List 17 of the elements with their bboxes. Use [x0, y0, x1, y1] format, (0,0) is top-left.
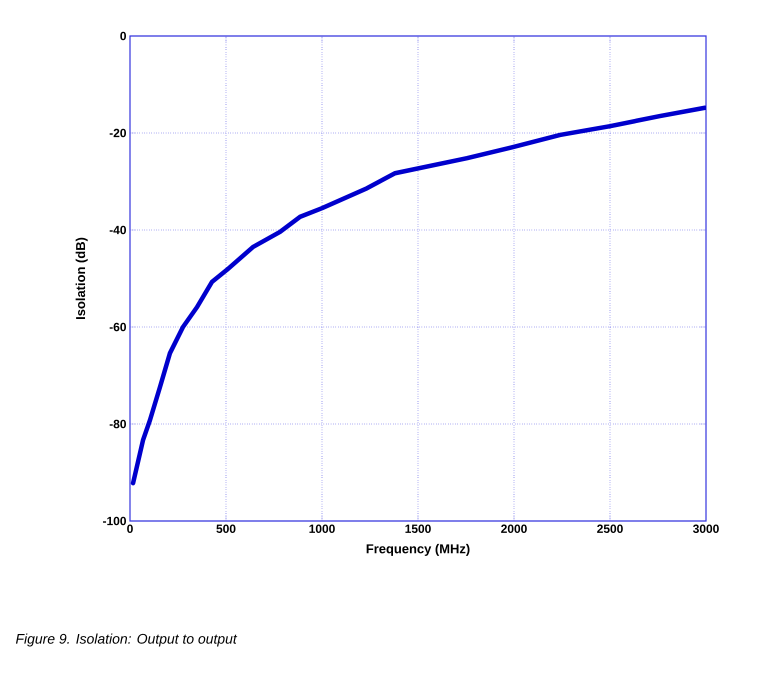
- y-tick-label: -40: [110, 226, 126, 234]
- x-tick-label: 500: [216, 524, 236, 533]
- y-tick-label: -60: [110, 322, 126, 332]
- y-tick-label: -20: [110, 128, 126, 138]
- x-tick-label: 3000: [692, 524, 719, 534]
- x-axis-title: Frequency (MHz): [366, 544, 470, 556]
- x-tick-label: 0: [127, 524, 133, 533]
- x-tick-label: 1500: [405, 524, 431, 533]
- y-tick-label: -80: [110, 420, 126, 428]
- caption: Figure 9. Isolation: Output to output: [16, 633, 238, 646]
- line-series: [130, 106, 706, 486]
- y-axis-title: Isolation (dB): [76, 238, 88, 320]
- y-tick-label: -100: [103, 516, 126, 526]
- x-tick-label: 2500: [597, 524, 623, 533]
- y-tick-label: 0: [120, 32, 126, 40]
- x-tick-label: 1000: [309, 524, 335, 533]
- x-tick-label: 2000: [501, 524, 527, 533]
